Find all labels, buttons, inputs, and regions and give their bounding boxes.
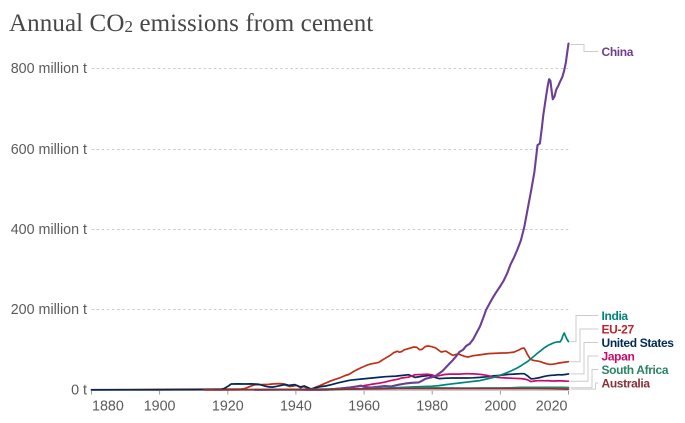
svg-text:Japan: Japan xyxy=(602,349,635,363)
svg-text:600 million t: 600 million t xyxy=(11,142,87,158)
svg-text:1920: 1920 xyxy=(212,399,244,415)
svg-text:400 million t: 400 million t xyxy=(11,222,87,238)
svg-text:1980: 1980 xyxy=(416,399,448,415)
svg-text:200 million t: 200 million t xyxy=(11,302,87,318)
svg-text:China: China xyxy=(602,45,634,59)
svg-text:South Africa: South Africa xyxy=(602,363,669,377)
svg-text:1880: 1880 xyxy=(92,399,124,415)
svg-text:800 million t: 800 million t xyxy=(11,61,87,77)
svg-text:1960: 1960 xyxy=(348,399,380,415)
svg-text:EU-27: EU-27 xyxy=(602,322,635,336)
svg-text:1940: 1940 xyxy=(280,399,312,415)
svg-text:India: India xyxy=(602,309,629,323)
svg-text:Australia: Australia xyxy=(602,376,651,390)
svg-text:1900: 1900 xyxy=(144,399,176,415)
svg-text:0 t: 0 t xyxy=(71,382,87,398)
svg-text:United States: United States xyxy=(602,336,675,350)
svg-text:2020: 2020 xyxy=(536,399,568,415)
svg-text:2000: 2000 xyxy=(484,399,516,415)
